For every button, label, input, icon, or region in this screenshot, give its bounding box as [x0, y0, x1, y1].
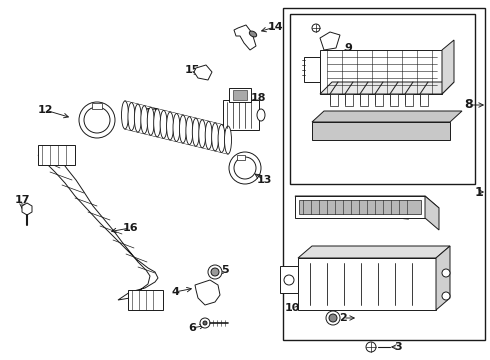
- Ellipse shape: [154, 109, 161, 137]
- Ellipse shape: [224, 126, 231, 154]
- Text: 16: 16: [122, 223, 138, 233]
- Text: 11: 11: [144, 108, 160, 118]
- Circle shape: [329, 314, 337, 322]
- Circle shape: [366, 342, 376, 352]
- Ellipse shape: [128, 103, 135, 131]
- Circle shape: [442, 292, 450, 300]
- Ellipse shape: [134, 104, 142, 132]
- Ellipse shape: [147, 107, 154, 135]
- Bar: [283, 8, 485, 340]
- Bar: [312, 122, 450, 140]
- Bar: [233, 90, 247, 100]
- Bar: [298, 258, 436, 310]
- Bar: [375, 94, 383, 106]
- Circle shape: [84, 107, 110, 133]
- Text: 4: 4: [171, 287, 179, 297]
- Text: 6: 6: [188, 323, 196, 333]
- Polygon shape: [320, 32, 340, 50]
- Bar: [295, 196, 425, 218]
- Ellipse shape: [212, 123, 219, 151]
- Polygon shape: [38, 155, 158, 300]
- Text: 9: 9: [344, 43, 352, 53]
- Circle shape: [203, 321, 207, 325]
- Text: 5: 5: [221, 265, 229, 275]
- Bar: [223, 100, 259, 130]
- Ellipse shape: [160, 111, 167, 138]
- Circle shape: [326, 311, 340, 325]
- Ellipse shape: [122, 101, 128, 129]
- Text: 7: 7: [409, 210, 417, 220]
- Polygon shape: [22, 203, 32, 215]
- Bar: [229, 88, 251, 102]
- Bar: [299, 200, 421, 214]
- Polygon shape: [312, 111, 462, 122]
- Text: 10: 10: [284, 303, 300, 313]
- Circle shape: [200, 318, 210, 328]
- Ellipse shape: [199, 120, 206, 148]
- Circle shape: [211, 268, 219, 276]
- Polygon shape: [194, 65, 212, 80]
- Ellipse shape: [179, 115, 186, 143]
- Text: 12: 12: [37, 105, 53, 115]
- Polygon shape: [280, 266, 298, 293]
- Text: 15: 15: [184, 65, 200, 75]
- Polygon shape: [425, 196, 439, 230]
- Polygon shape: [125, 101, 228, 154]
- Polygon shape: [38, 145, 75, 165]
- Bar: [345, 94, 353, 106]
- Circle shape: [234, 157, 256, 179]
- Bar: [290, 14, 475, 184]
- Bar: [330, 94, 338, 106]
- Ellipse shape: [218, 125, 225, 152]
- Circle shape: [442, 269, 450, 277]
- Ellipse shape: [167, 112, 173, 140]
- Bar: [420, 94, 428, 106]
- Text: 3: 3: [394, 342, 402, 352]
- Polygon shape: [298, 246, 450, 258]
- Polygon shape: [195, 280, 220, 305]
- Ellipse shape: [205, 121, 212, 149]
- Polygon shape: [320, 82, 454, 94]
- Ellipse shape: [141, 106, 148, 134]
- Polygon shape: [234, 25, 256, 50]
- Bar: [390, 94, 398, 106]
- Text: 18: 18: [250, 93, 266, 103]
- Bar: [237, 155, 245, 160]
- Polygon shape: [128, 290, 163, 310]
- Ellipse shape: [257, 109, 265, 121]
- Polygon shape: [295, 196, 439, 208]
- Circle shape: [79, 102, 115, 138]
- Bar: [405, 94, 413, 106]
- Circle shape: [208, 265, 222, 279]
- Circle shape: [284, 275, 294, 285]
- Polygon shape: [304, 57, 320, 82]
- Text: 17: 17: [14, 195, 30, 205]
- Circle shape: [229, 152, 261, 184]
- Ellipse shape: [173, 113, 180, 141]
- Text: 1: 1: [475, 185, 483, 198]
- Bar: [360, 94, 368, 106]
- Polygon shape: [320, 50, 442, 94]
- Ellipse shape: [186, 117, 193, 145]
- Bar: [92, 103, 102, 109]
- Text: 13: 13: [256, 175, 271, 185]
- Polygon shape: [442, 40, 454, 94]
- Text: 8: 8: [465, 99, 473, 112]
- Ellipse shape: [249, 31, 257, 37]
- Ellipse shape: [192, 118, 199, 146]
- Text: 14: 14: [267, 22, 283, 32]
- Circle shape: [312, 24, 320, 32]
- Polygon shape: [436, 246, 450, 310]
- Text: 2: 2: [339, 313, 347, 323]
